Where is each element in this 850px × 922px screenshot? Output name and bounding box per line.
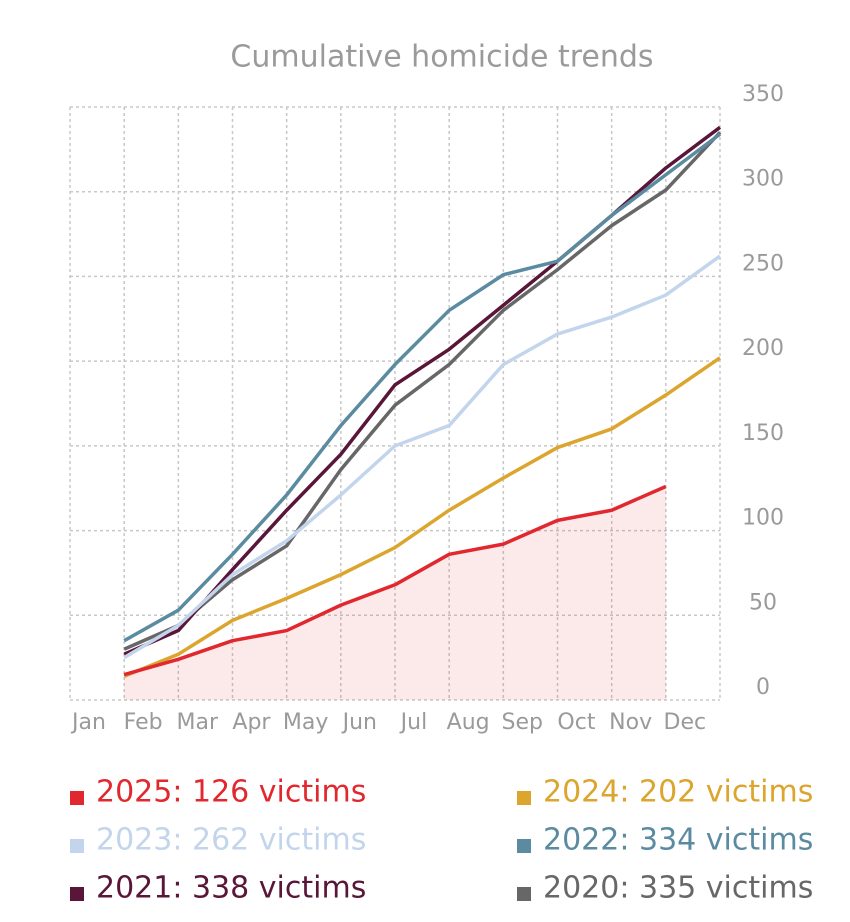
legend-label: 2023: 262 victims [96, 823, 366, 858]
x-tick-label: Aug [447, 710, 490, 735]
y-tick-label: 250 [742, 251, 784, 276]
legend-swatch [70, 887, 84, 901]
line [123, 356, 721, 678]
legend-label: 2024: 202 victims [543, 775, 813, 810]
x-tick-label: Jul [399, 710, 428, 735]
x-tick-label: May [283, 710, 328, 735]
x-tick-label: Oct [557, 710, 595, 735]
x-tick-label: Apr [232, 710, 271, 735]
x-tick-label: Mar [177, 710, 219, 735]
legend-swatch [70, 839, 84, 853]
area [124, 486, 666, 700]
x-tick-label: Jun [341, 710, 377, 735]
y-tick-label: 300 [742, 167, 784, 192]
legend-swatch [517, 887, 531, 901]
x-tick-label: Jan [70, 710, 106, 735]
x-tick-label: Nov [609, 710, 652, 735]
x-tick-label: Dec [664, 710, 707, 735]
legend-swatch [70, 791, 84, 805]
legend-label: 2022: 334 victims [543, 823, 813, 858]
y-tick-label: 0 [756, 675, 770, 700]
line [123, 484, 667, 677]
y-tick-label: 200 [742, 336, 784, 361]
y-tick-label: 150 [742, 421, 784, 446]
legend-label: 2021: 338 victims [96, 871, 366, 906]
chart-title: Cumulative homicide trends [230, 40, 653, 75]
line [123, 131, 722, 651]
legend-label: 2020: 335 victims [543, 871, 813, 906]
x-tick-label: Feb [124, 710, 163, 735]
legend-swatch [517, 791, 531, 805]
legend-label: 2025: 126 victims [96, 775, 366, 810]
y-tick-label: 350 [742, 82, 784, 107]
line [123, 132, 722, 643]
y-tick-label: 50 [749, 590, 777, 615]
legend-swatch [517, 839, 531, 853]
line [123, 254, 722, 660]
y-tick-label: 100 [742, 506, 784, 531]
x-tick-label: Sep [502, 710, 543, 735]
